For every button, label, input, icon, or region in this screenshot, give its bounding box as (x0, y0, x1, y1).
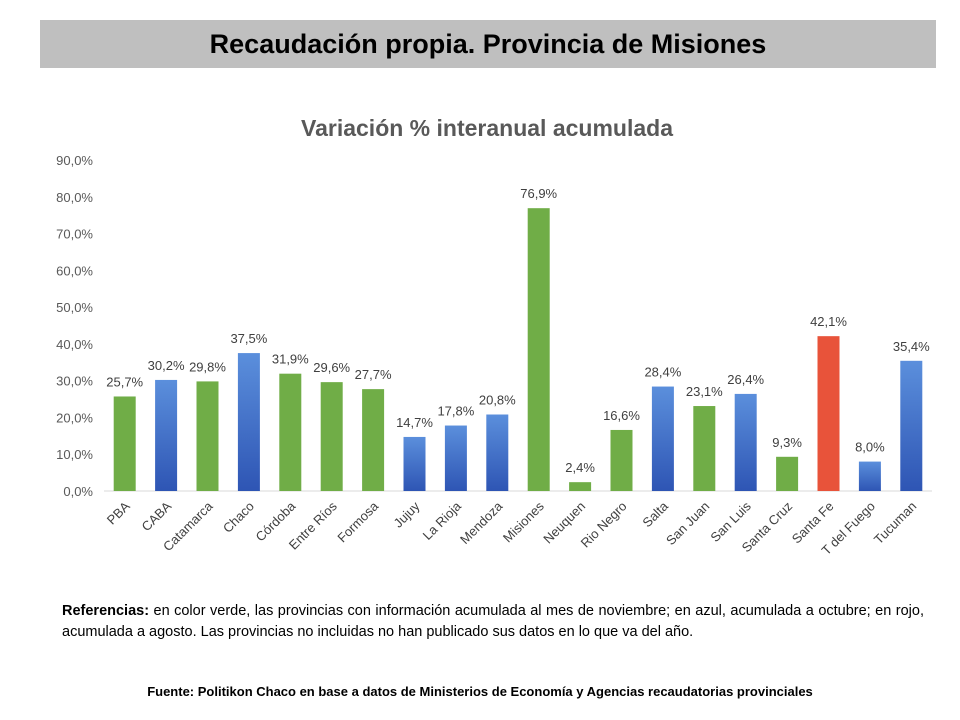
data-label: 17,8% (437, 404, 474, 419)
x-tick-label: Jujuy (391, 498, 423, 530)
bar (569, 482, 592, 491)
bar (362, 389, 385, 491)
data-label: 29,8% (189, 359, 226, 374)
bar (693, 406, 716, 491)
y-tick-label: 50,0% (56, 300, 93, 315)
data-label: 20,8% (479, 393, 516, 408)
x-tick-label: Chaco (220, 499, 257, 536)
page-title: Recaudación propia. Provincia de Misione… (209, 28, 767, 59)
y-tick-label: 0,0% (63, 484, 93, 499)
references-text: en color verde, las provincias con infor… (62, 603, 924, 640)
data-label: 35,4% (893, 339, 930, 354)
x-tick-label: Formosa (334, 498, 381, 545)
bar (610, 429, 633, 491)
bar (444, 425, 467, 491)
x-tick-label: Misiones (500, 498, 547, 545)
x-tick-label: PBA (104, 498, 133, 527)
data-label: 2,4% (565, 460, 595, 475)
bar (113, 396, 136, 491)
y-tick-label: 10,0% (56, 447, 93, 462)
data-label: 23,1% (686, 384, 723, 399)
x-tick-label: CABA (139, 498, 175, 534)
bar (403, 436, 426, 491)
x-tick-label: Salta (639, 498, 671, 530)
data-label: 29,6% (313, 360, 350, 375)
data-label: 27,7% (355, 367, 392, 382)
bar (527, 208, 550, 491)
source-note: Fuente: Politikon Chaco en base a datos … (147, 684, 813, 699)
data-label: 26,4% (727, 372, 764, 387)
bar (776, 456, 799, 491)
y-tick-label: 30,0% (56, 374, 93, 389)
y-tick-label: 20,0% (56, 410, 93, 425)
data-label: 25,7% (106, 374, 143, 389)
references-label: Referencias: (62, 603, 150, 619)
data-label: 42,1% (810, 314, 847, 329)
x-tick-label: Mendoza (457, 498, 506, 547)
data-label: 37,5% (230, 331, 267, 346)
bar (486, 414, 509, 491)
bar-chart: Variación % interanual acumulada 0,0% 10,… (56, 115, 932, 558)
data-label: 16,6% (603, 408, 640, 423)
data-label: 31,9% (272, 352, 309, 367)
y-tick-label: 80,0% (56, 190, 93, 205)
y-tick-label: 70,0% (56, 227, 93, 242)
bar (817, 336, 840, 491)
y-tick-label: 40,0% (56, 337, 93, 352)
page-title-banner: Recaudación propia. Provincia de Misione… (40, 20, 936, 68)
chart-title: Variación % interanual acumulada (301, 115, 673, 141)
bar (900, 360, 923, 491)
references-note: Referencias: en color verde, las provinc… (62, 601, 924, 643)
bar (196, 381, 219, 491)
bar (734, 393, 757, 491)
bar (320, 382, 343, 491)
x-tick-label: Tucuman (871, 499, 920, 548)
data-label: 8,0% (855, 440, 885, 455)
data-label: 14,7% (396, 415, 433, 430)
data-label: 28,4% (644, 365, 681, 380)
bar (237, 353, 260, 491)
x-tick-label: San Juan (663, 499, 712, 548)
y-tick-label: 90,0% (56, 153, 93, 168)
data-label: 30,2% (148, 358, 185, 373)
y-tick-label: 60,0% (56, 263, 93, 278)
bar (858, 461, 881, 491)
bar (651, 386, 674, 491)
bar (155, 379, 178, 491)
data-label: 76,9% (520, 186, 557, 201)
bar (279, 373, 302, 491)
data-label: 9,3% (772, 435, 802, 450)
